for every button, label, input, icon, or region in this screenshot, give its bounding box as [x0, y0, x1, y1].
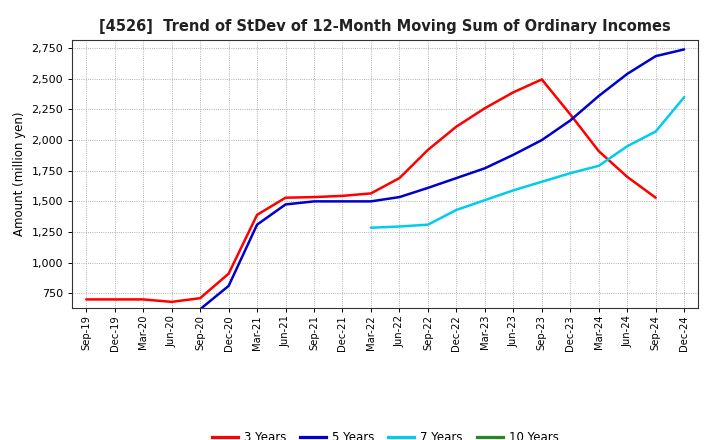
5 Years [366, 199, 375, 204]
5 Years [338, 199, 347, 204]
3 Years [167, 299, 176, 304]
7 Years [509, 188, 518, 193]
Title: [4526]  Trend of StDev of 12-Month Moving Sum of Ordinary Incomes: [4526] Trend of StDev of 12-Month Moving… [99, 19, 671, 34]
3 Years [452, 124, 461, 129]
5 Years [595, 93, 603, 99]
Y-axis label: Amount (million yen): Amount (million yen) [13, 112, 26, 236]
7 Years [452, 207, 461, 213]
3 Years [366, 191, 375, 196]
3 Years [509, 90, 518, 95]
Line: 5 Years: 5 Years [86, 49, 684, 310]
7 Years [395, 224, 404, 229]
7 Years [537, 179, 546, 184]
5 Years [395, 194, 404, 200]
3 Years [537, 77, 546, 82]
3 Years [338, 193, 347, 198]
3 Years [310, 194, 318, 200]
Legend: 3 Years, 5 Years, 7 Years, 10 Years: 3 Years, 5 Years, 7 Years, 10 Years [207, 427, 564, 440]
5 Years [423, 185, 432, 191]
5 Years [110, 307, 119, 312]
7 Years [566, 171, 575, 176]
7 Years [680, 95, 688, 100]
3 Years [423, 147, 432, 153]
7 Years [366, 225, 375, 231]
3 Years [196, 296, 204, 301]
5 Years [452, 176, 461, 181]
3 Years [282, 195, 290, 200]
5 Years [282, 202, 290, 207]
3 Years [139, 297, 148, 302]
3 Years [225, 271, 233, 276]
Line: 7 Years: 7 Years [371, 97, 684, 228]
5 Years [509, 152, 518, 158]
5 Years [623, 71, 631, 77]
3 Years [253, 212, 261, 217]
5 Years [225, 283, 233, 289]
3 Years [623, 174, 631, 180]
5 Years [566, 118, 575, 123]
5 Years [253, 222, 261, 227]
5 Years [537, 137, 546, 143]
5 Years [480, 165, 489, 171]
5 Years [310, 199, 318, 204]
3 Years [110, 297, 119, 302]
3 Years [595, 148, 603, 154]
7 Years [623, 143, 631, 149]
3 Years [566, 112, 575, 117]
5 Years [196, 307, 204, 312]
3 Years [652, 195, 660, 200]
5 Years [652, 54, 660, 59]
5 Years [82, 307, 91, 312]
Line: 3 Years: 3 Years [86, 80, 656, 302]
5 Years [167, 307, 176, 312]
5 Years [680, 47, 688, 52]
3 Years [82, 297, 91, 302]
5 Years [139, 307, 148, 312]
3 Years [480, 106, 489, 111]
3 Years [395, 176, 404, 181]
7 Years [423, 222, 432, 227]
7 Years [595, 163, 603, 169]
7 Years [652, 129, 660, 134]
7 Years [480, 198, 489, 203]
